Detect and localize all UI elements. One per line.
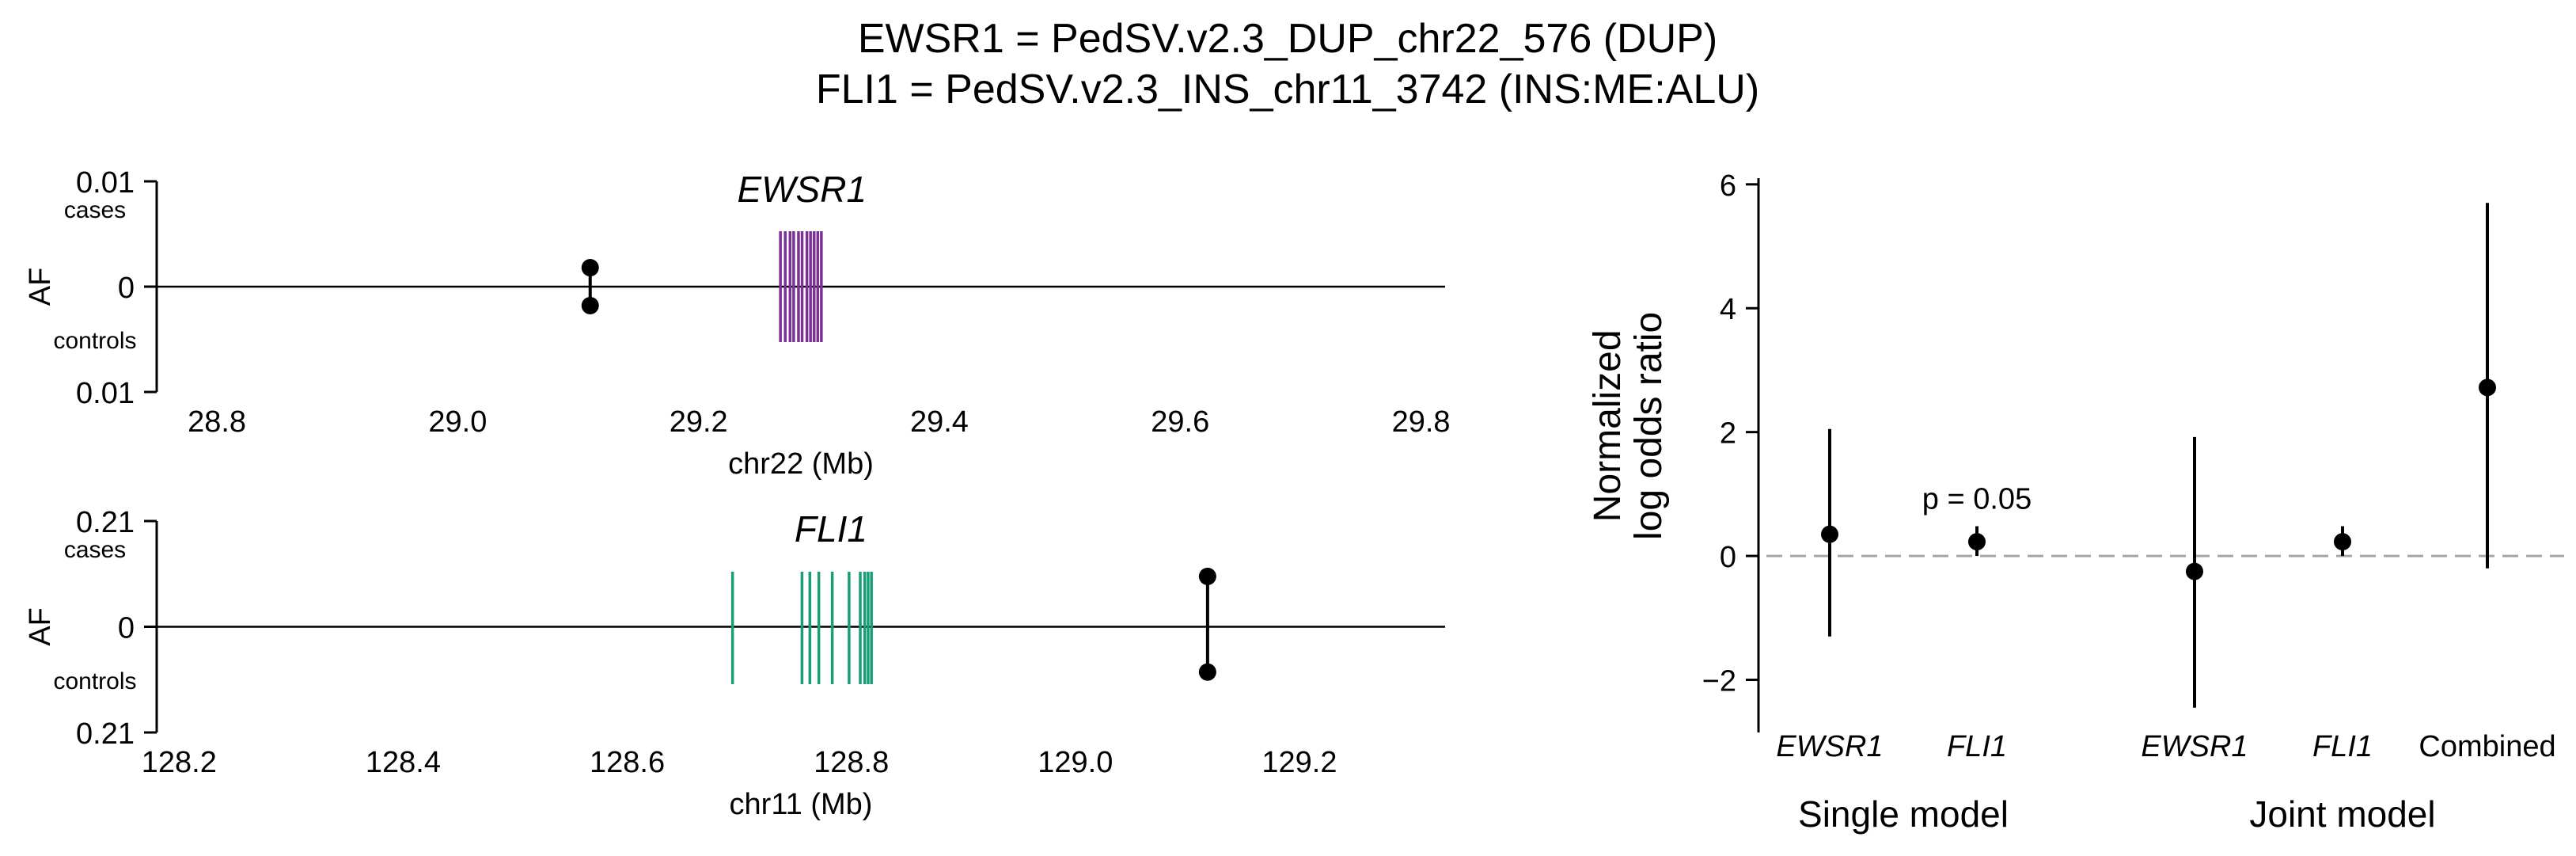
y-tick-label: 0 — [118, 272, 135, 305]
title-line-2: FLI1 = PedSV.v2.3_INS_chr11_3742 (INS:ME… — [816, 67, 1759, 112]
estimate-point — [1968, 533, 1986, 551]
y-axis-label: AF — [24, 607, 57, 646]
x-axis-label: chr22 (Mb) — [728, 447, 874, 481]
estimate-point — [1821, 525, 1838, 543]
x-tick-label: 29.6 — [1151, 405, 1209, 439]
y-axis-label: Normalizedlog odds ratio — [1587, 312, 1670, 540]
variant-controls-point — [581, 296, 599, 314]
variant-controls-point — [1198, 663, 1216, 681]
y-tick-label: 0.01 — [76, 166, 135, 200]
y-axis-label-line: log odds ratio — [1628, 312, 1670, 540]
y-tick-label: 2 — [1720, 417, 1736, 451]
x-tick-label: 29.8 — [1392, 405, 1451, 439]
y-tick-label: 0 — [1720, 541, 1736, 574]
x-tick-label: 29.2 — [670, 405, 728, 439]
y-tick-label: 4 — [1720, 293, 1736, 326]
group-label: Single model — [1798, 793, 2009, 835]
x-tick-label: 128.4 — [366, 746, 441, 779]
x-tick-label: Combined — [2419, 730, 2555, 763]
group-label: Joint model — [2249, 793, 2435, 835]
x-tick-label: 28.8 — [188, 405, 246, 439]
x-tick-label: FLI1 — [1947, 730, 2007, 763]
x-tick-label: 29.0 — [428, 405, 487, 439]
x-tick-label: FLI1 — [2312, 730, 2373, 763]
x-tick-label: 29.4 — [910, 405, 969, 439]
y-tick-label: 6 — [1720, 169, 1736, 203]
estimate-point — [2186, 562, 2203, 580]
x-tick-label: 128.2 — [142, 746, 217, 779]
gene-label: FLI1 — [795, 508, 867, 550]
title-line-1: EWSR1 = PedSV.v2.3_DUP_chr22_576 (DUP) — [858, 16, 1717, 62]
y-tick-label: 0.21 — [76, 506, 135, 539]
y-tick-label: 0 — [118, 612, 135, 645]
y-axis-label: AF — [24, 268, 57, 306]
y-tick-label: 0.01 — [76, 377, 135, 410]
variant-cases-point — [1198, 567, 1216, 585]
x-tick-label: EWSR1 — [1776, 730, 1883, 763]
x-tick-label: 129.2 — [1261, 746, 1337, 779]
x-axis-label: chr11 (Mb) — [730, 788, 873, 821]
cases-label: cases — [64, 197, 126, 223]
cases-label: cases — [64, 537, 126, 563]
y-tick-label: 0.21 — [76, 717, 135, 751]
x-tick-label: 128.6 — [590, 746, 665, 779]
y-tick-label: −2 — [1702, 665, 1736, 698]
y-axis-label-line: Normalized — [1587, 329, 1629, 522]
estimate-point — [2479, 379, 2496, 397]
gene-label: EWSR1 — [737, 169, 867, 210]
odds-ratio-panel: 6 4 2 0 −2 Normalizedlog odds ratio EWSR1 FLI1 p… — [1587, 169, 2564, 835]
p-value-annotation: p = 0.05 — [1922, 483, 2032, 516]
controls-label: controls — [53, 668, 136, 694]
x-tick-label: EWSR1 — [2141, 730, 2248, 763]
estimate-point — [2334, 533, 2351, 551]
variant-cases-point — [581, 259, 599, 277]
controls-label: controls — [53, 328, 136, 354]
x-tick-label: 129.0 — [1038, 746, 1113, 779]
x-tick-label: 128.8 — [814, 746, 889, 779]
